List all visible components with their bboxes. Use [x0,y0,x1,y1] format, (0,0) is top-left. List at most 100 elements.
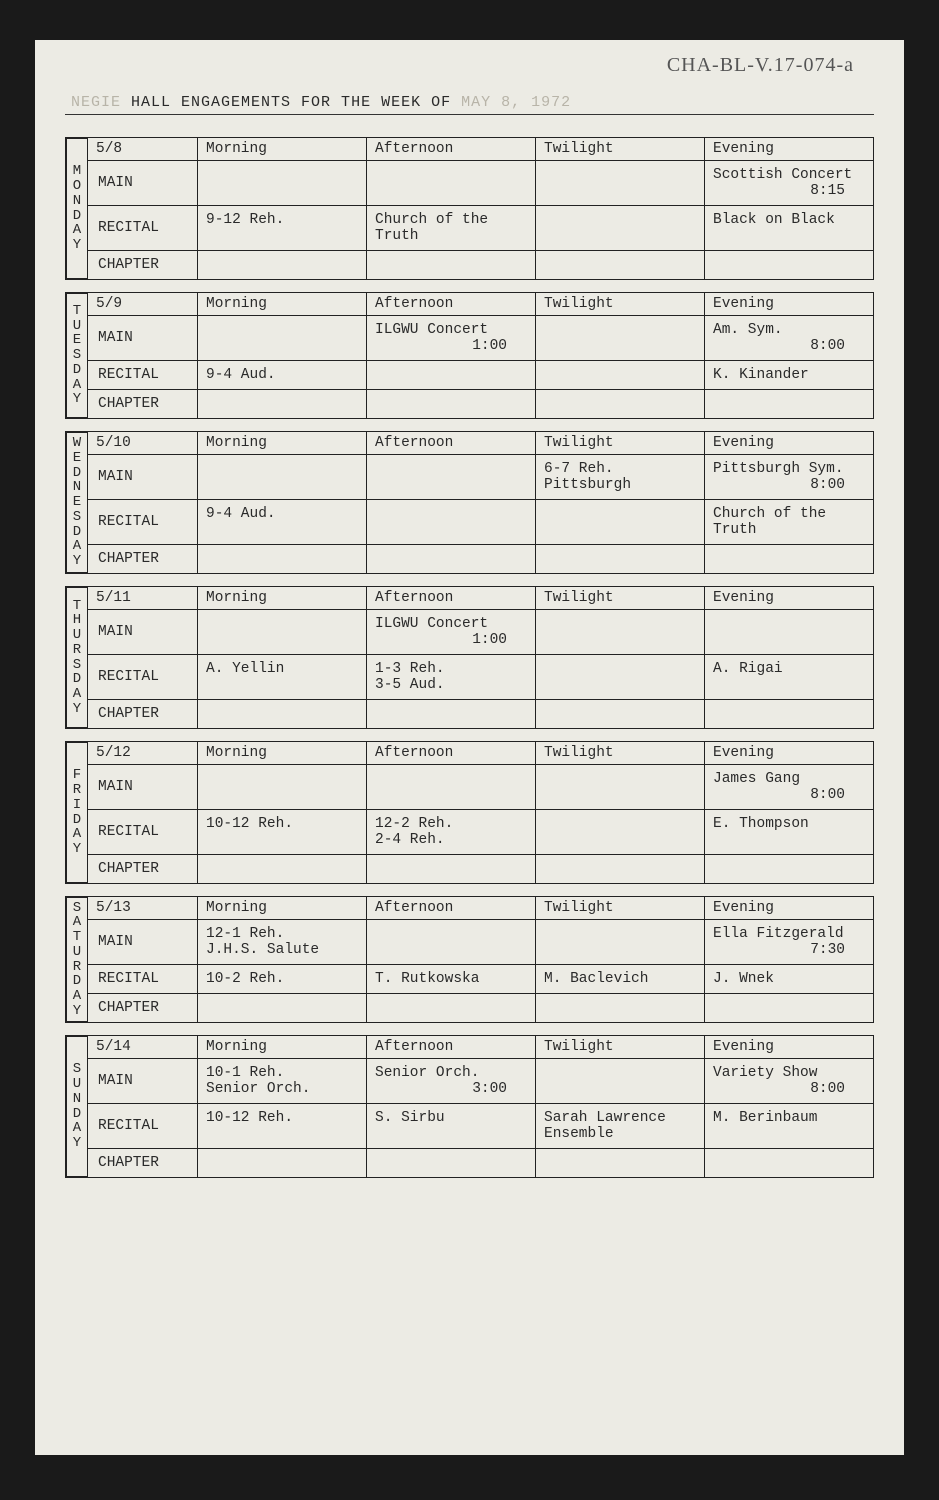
venue-cell: RECITAL [88,810,198,855]
col-morning: Morning [198,138,367,161]
col-twilight: Twilight [536,1036,705,1059]
day-block: MONDAY5/8MorningAfternoonTwilightEvening… [65,137,874,280]
cell-morning: 9-4 Aud. [198,500,367,545]
cell-twilight [536,316,705,361]
col-afternoon: Afternoon [367,432,536,455]
table-row: RECITAL10-12 Reh.12-2 Reh.2-4 Reh.E. Tho… [88,810,874,855]
venue-cell: CHAPTER [88,545,198,574]
cell-evening [705,390,874,419]
cell-twilight [536,390,705,419]
day-block: WEDNESDAY5/10MorningAfternoonTwilightEve… [65,431,874,574]
table-row: CHAPTER [88,700,874,729]
cell-morning: 10-12 Reh. [198,810,367,855]
table-row: RECITAL10-12 Reh.S. SirbuSarah Lawrence … [88,1104,874,1149]
cell-evening [705,610,874,655]
col-evening: Evening [705,138,874,161]
col-twilight: Twilight [536,742,705,765]
col-twilight: Twilight [536,293,705,316]
cell-twilight [536,545,705,574]
cell-evening [705,251,874,280]
col-afternoon: Afternoon [367,897,536,920]
cell-twilight [536,206,705,251]
cell-twilight: Sarah Lawrence Ensemble [536,1104,705,1149]
cell-evening: Black on Black [705,206,874,251]
cell-afternoon: T. Rutkowska [367,965,536,994]
table-row: CHAPTER [88,545,874,574]
cell-afternoon: 1-3 Reh.3-5 Aud. [367,655,536,700]
col-twilight: Twilight [536,138,705,161]
col-evening: Evening [705,897,874,920]
day-label: SUNDAY [65,1035,87,1178]
table-row: CHAPTER [88,1149,874,1178]
day-label: TUESDAY [65,292,87,419]
table-row: MAIN ILGWU Concert1:00 [88,610,874,655]
venue-cell: RECITAL [88,500,198,545]
cell-evening: Ella Fitzgerald7:30 [705,920,874,965]
table-row: MAIN12-1 Reh.J.H.S. SaluteElla Fitzgeral… [88,920,874,965]
table-row: RECITALA. Yellin1-3 Reh.3-5 Aud.A. Rigai [88,655,874,700]
cell-evening [705,855,874,884]
cell-evening [705,994,874,1023]
venue-cell: RECITAL [88,965,198,994]
table-row: MAINILGWU Concert1:00Am. Sym.8:00 [88,316,874,361]
col-morning: Morning [198,897,367,920]
table-header-row: 5/10MorningAfternoonTwilightEvening [88,432,874,455]
venue-cell: RECITAL [88,1104,198,1149]
table-row: MAIN6-7 Reh.PittsburghPittsburgh Sym.8:0… [88,455,874,500]
cell-afternoon: ILGWU Concert1:00 [367,610,536,655]
cell-afternoon [367,361,536,390]
table-row: RECITAL9-4 Aud.K. Kinander [88,361,874,390]
cell-afternoon: Church of the Truth [367,206,536,251]
cell-morning [198,455,367,500]
venue-cell: CHAPTER [88,855,198,884]
cell-twilight [536,920,705,965]
cell-twilight [536,655,705,700]
cell-evening: James Gang8:00 [705,765,874,810]
cell-morning [198,251,367,280]
cell-afternoon [367,700,536,729]
table-header-row: 5/13MorningAfternoonTwilightEvening [88,897,874,920]
cell-morning: 10-12 Reh. [198,1104,367,1149]
cell-morning: 12-1 Reh.J.H.S. Salute [198,920,367,965]
date-header: 5/9 [88,293,198,316]
header-suffix: MAY 8, 1972 [461,94,571,111]
cell-twilight: M. Baclevich [536,965,705,994]
header-prefix: NEGIE [71,94,121,111]
venue-cell: CHAPTER [88,700,198,729]
schedule-table: 5/12MorningAfternoonTwilightEveningMAINJ… [87,741,874,884]
cell-evening: Scottish Concert8:15 [705,161,874,206]
cell-morning [198,316,367,361]
cell-evening: J. Wnek [705,965,874,994]
date-header: 5/12 [88,742,198,765]
table-row: RECITAL9-12 Reh.Church of the TruthBlack… [88,206,874,251]
cell-afternoon [367,545,536,574]
venue-cell: RECITAL [88,206,198,251]
cell-afternoon [367,855,536,884]
table-header-row: 5/14MorningAfternoonTwilightEvening [88,1036,874,1059]
cell-morning [198,765,367,810]
cell-morning [198,855,367,884]
cell-twilight [536,765,705,810]
cell-evening: M. Berinbaum [705,1104,874,1149]
col-afternoon: Afternoon [367,293,536,316]
date-header: 5/10 [88,432,198,455]
col-evening: Evening [705,742,874,765]
cell-evening [705,1149,874,1178]
cell-morning [198,161,367,206]
day-block: SUNDAY5/14MorningAfternoonTwilightEvenin… [65,1035,874,1178]
venue-cell: CHAPTER [88,390,198,419]
cell-twilight [536,994,705,1023]
table-header-row: 5/11MorningAfternoonTwilightEvening [88,587,874,610]
cell-afternoon [367,500,536,545]
table-row: CHAPTER [88,855,874,884]
col-twilight: Twilight [536,432,705,455]
cell-afternoon [367,161,536,206]
venue-cell: MAIN [88,610,198,655]
cell-morning [198,1149,367,1178]
col-evening: Evening [705,1036,874,1059]
venue-cell: CHAPTER [88,251,198,280]
cell-afternoon [367,390,536,419]
page-header: NEGIE HALL ENGAGEMENTS FOR THE WEEK OF M… [65,94,874,115]
cell-twilight: 6-7 Reh.Pittsburgh [536,455,705,500]
day-label: WEDNESDAY [65,431,87,574]
